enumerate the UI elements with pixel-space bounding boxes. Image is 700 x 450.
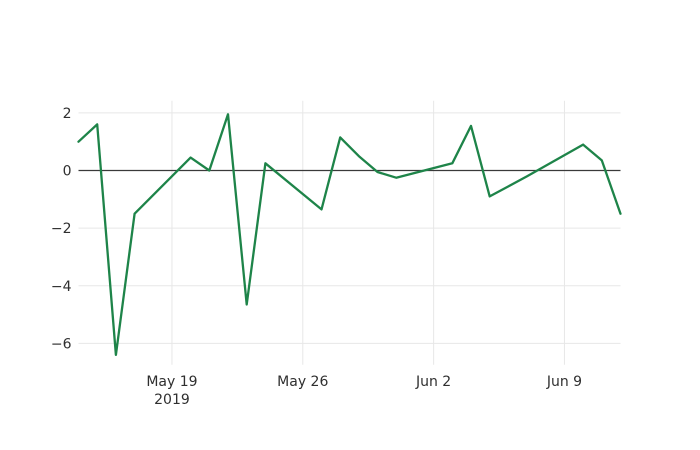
x-axis-year-label: 2019 [154,392,190,408]
x-axis-tick-label: Jun 2 [415,374,451,390]
x-axis-tick-label: May 26 [277,374,328,390]
y-axis-tick-label: 2 [63,106,72,122]
y-axis-tick-label: 0 [63,164,72,180]
y-axis-tick-label: −4 [51,279,72,295]
y-axis-tick-label: −6 [51,336,72,352]
x-axis-tick-label: Jun 9 [546,374,582,390]
x-axis-tick-label: May 19 [146,374,197,390]
y-axis-tick-label: −2 [51,221,72,237]
price-change-line [77,113,622,357]
